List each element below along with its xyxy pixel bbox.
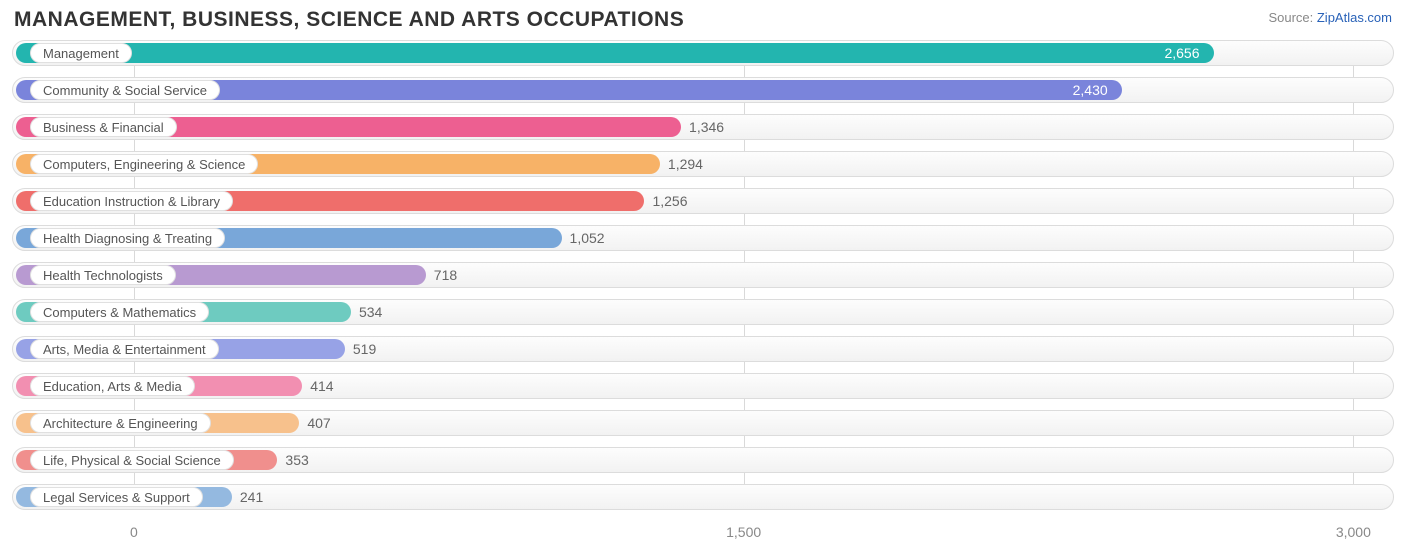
bar-label: Education Instruction & Library <box>30 191 233 211</box>
bar-value: 2,430 <box>16 77 1122 103</box>
bar-label: Business & Financial <box>30 117 177 137</box>
bar-row: Life, Physical & Social Science 353 <box>12 447 1394 473</box>
bar-row: Architecture & Engineering 407 <box>12 410 1394 436</box>
bar-row: Community & Social Service2,430 <box>12 77 1394 103</box>
bar-value: 718 <box>426 262 457 288</box>
bar-label: Health Diagnosing & Treating <box>30 228 225 248</box>
bar-label: Computers, Engineering & Science <box>30 154 258 174</box>
chart-title: MANAGEMENT, BUSINESS, SCIENCE AND ARTS O… <box>14 8 684 32</box>
bar-value: 414 <box>302 373 333 399</box>
bar-value: 407 <box>299 410 330 436</box>
bar-label: Life, Physical & Social Science <box>30 450 234 470</box>
bar-row: Health Diagnosing & Treating 1,052 <box>12 225 1394 251</box>
bar-value: 1,294 <box>660 151 703 177</box>
source-link[interactable]: ZipAtlas.com <box>1317 10 1392 25</box>
source-attribution: Source: ZipAtlas.com <box>1268 10 1392 25</box>
bar-label: Health Technologists <box>30 265 176 285</box>
bar-value: 2,656 <box>16 40 1214 66</box>
x-axis-tick-label: 0 <box>130 524 138 540</box>
bar-value: 1,256 <box>644 188 687 214</box>
bar-value: 1,346 <box>681 114 724 140</box>
chart-area: 01,5003,000Management2,656Community & So… <box>12 40 1394 534</box>
chart-plot: 01,5003,000Management2,656Community & So… <box>12 40 1394 534</box>
bar-label: Education, Arts & Media <box>30 376 195 396</box>
bar-row: Computers & Mathematics 534 <box>12 299 1394 325</box>
bar-label: Legal Services & Support <box>30 487 203 507</box>
source-label: Source: <box>1268 10 1316 25</box>
bar-label: Architecture & Engineering <box>30 413 211 433</box>
x-axis-tick-label: 3,000 <box>1336 524 1371 540</box>
bar-value: 1,052 <box>562 225 605 251</box>
bar-row: Business & Financial 1,346 <box>12 114 1394 140</box>
bar-row: Legal Services & Support 241 <box>12 484 1394 510</box>
bar-row: Management2,656 <box>12 40 1394 66</box>
bar-row: Education, Arts & Media 414 <box>12 373 1394 399</box>
bar-value: 353 <box>277 447 308 473</box>
bar-row: Arts, Media & Entertainment 519 <box>12 336 1394 362</box>
bar-value: 241 <box>232 484 263 510</box>
bar-label: Computers & Mathematics <box>30 302 209 322</box>
bar-label: Arts, Media & Entertainment <box>30 339 219 359</box>
bar-row: Education Instruction & Library 1,256 <box>12 188 1394 214</box>
bar-row: Health Technologists 718 <box>12 262 1394 288</box>
bar-value: 519 <box>345 336 376 362</box>
bar-value: 534 <box>351 299 382 325</box>
x-axis-tick-label: 1,500 <box>726 524 761 540</box>
bar-row: Computers, Engineering & Science 1,294 <box>12 151 1394 177</box>
